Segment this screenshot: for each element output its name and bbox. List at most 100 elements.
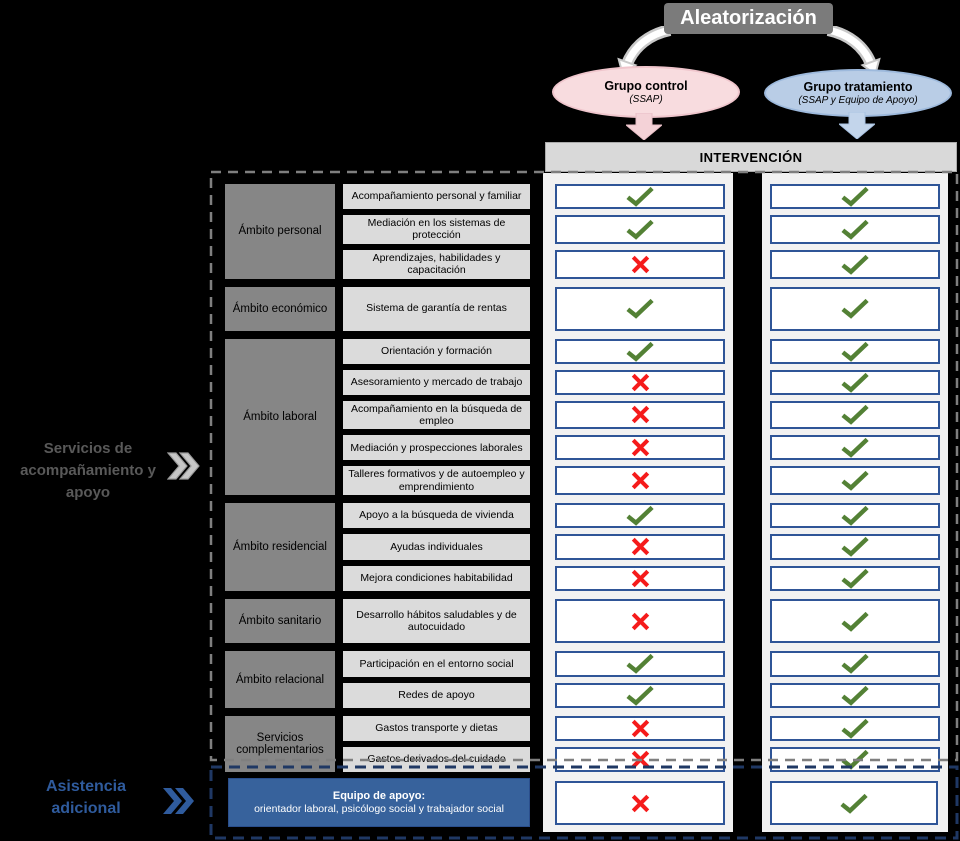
treatment-cell: [770, 400, 940, 430]
check-icon: [626, 219, 654, 240]
treatment-cell: [770, 466, 940, 495]
service-label-box: Gastos derivados del cuidado: [343, 747, 530, 772]
service-row: Participación en el entorno social: [343, 651, 940, 677]
service-label: Apoyo a la búsqueda de vivienda: [359, 509, 514, 522]
service-label-box: Redes de apoyo: [343, 682, 530, 708]
treatment-cell: [770, 651, 940, 677]
treatment-mark-box: [770, 369, 940, 395]
control-cell: [555, 534, 725, 560]
check-icon: [841, 372, 869, 393]
section-laboral: Ámbito laboral Orientación y formación Ase…: [225, 338, 940, 495]
treatment-group-subtitle: (SSAP y Equipo de Apoyo): [798, 94, 918, 106]
service-row: Redes de apoyo: [343, 682, 940, 708]
control-mark-box: [555, 747, 725, 772]
cross-icon: [631, 612, 649, 630]
control-mark-box: [555, 184, 725, 209]
treatment-cell: [770, 534, 940, 560]
check-icon: [841, 749, 869, 770]
treatment-mark-box: [770, 716, 940, 741]
service-label: Gastos derivados del cuidado: [367, 753, 506, 766]
check-icon: [841, 505, 869, 526]
control-cell: [555, 286, 725, 331]
treatment-mark-box: [770, 503, 940, 529]
service-row: Aprendizajes, habilidades y capacitación: [343, 249, 940, 279]
service-row: Gastos transporte y dietas: [343, 716, 940, 741]
service-row: Apoyo a la búsqueda de vivienda: [343, 503, 940, 529]
service-label-box: Gastos transporte y dietas: [343, 716, 530, 741]
category-label: Ámbito residencial: [233, 541, 327, 553]
check-icon: [841, 718, 869, 739]
section-residencial: Ámbito residencial Apoyo a la búsqueda de…: [225, 503, 940, 591]
treatment-mark-box: [770, 338, 940, 364]
treatment-mark-box: [770, 184, 940, 209]
control-mark-box: [555, 682, 725, 708]
service-row: Acompañamiento en la búsqueda de empleo: [343, 400, 940, 430]
services-side-label: Servicios de acompañamiento y apoyo: [20, 440, 156, 501]
service-label: Participación en el entorno social: [359, 657, 514, 670]
treatment-mark-box: [770, 747, 940, 772]
service-rows: Participación en el entorno social Redes …: [343, 651, 940, 708]
treatment-cell: [770, 369, 940, 395]
service-row: Desarrollo hábitos saludables y de autoc…: [343, 599, 940, 643]
service-label-box: Sistema de garantía de rentas: [343, 286, 530, 331]
service-rows: Apoyo a la búsqueda de vivienda Ayudas in…: [343, 503, 940, 591]
support-team-title: Equipo de apoyo:: [332, 789, 426, 802]
control-cell: [555, 338, 725, 364]
treatment-cell: [770, 565, 940, 591]
service-row: Mejora condiciones habitabilidad: [343, 565, 940, 591]
control-mark-box: [555, 716, 725, 741]
control-cell: [555, 747, 725, 772]
service-label: Redes de apoyo: [398, 689, 475, 702]
treatment-mark-box: [770, 599, 940, 643]
service-row: Talleres formativos y de autoempleo y em…: [343, 466, 940, 495]
support-control-mark-box: [555, 781, 725, 825]
treatment-mark-box: [770, 466, 940, 495]
service-rows: Desarrollo hábitos saludables y de autoc…: [343, 599, 940, 643]
treatment-mark-box: [770, 249, 940, 279]
category-box: Ámbito residencial: [225, 503, 335, 591]
check-icon: [841, 685, 869, 706]
cross-icon: [631, 750, 649, 769]
check-icon: [626, 298, 654, 319]
check-icon: [626, 341, 654, 362]
section-complementarios: Servicios complementarios Gastos transpor…: [225, 716, 940, 772]
control-mark-box: [555, 534, 725, 560]
control-mark-box: [555, 503, 725, 529]
support-team-box: Equipo de apoyo: orientador laboral, psi…: [228, 778, 530, 827]
service-rows: Gastos transporte y dietas Gastos derivad…: [343, 716, 940, 772]
check-icon: [626, 186, 654, 207]
category-label: Ámbito sanitario: [238, 615, 322, 627]
treatment-mark-box: [770, 534, 940, 560]
control-cell: [555, 503, 725, 529]
section-personal: Ámbito personal Acompañamiento personal y…: [225, 184, 940, 279]
control-mark-box: [555, 249, 725, 279]
service-label-box: Apoyo a la búsqueda de vivienda: [343, 503, 530, 529]
service-label-box: Desarrollo hábitos saludables y de autoc…: [343, 599, 530, 643]
treatment-cell: [770, 338, 940, 364]
service-label: Acompañamiento en la búsqueda de empleo: [350, 402, 523, 427]
control-cell: [555, 599, 725, 643]
cross-icon: [631, 538, 649, 556]
treatment-cell: [770, 215, 940, 244]
category-box: Ámbito económico: [225, 286, 335, 331]
control-group-subtitle: (SSAP): [629, 93, 663, 105]
service-label: Talleres formativos y de autoempleo y em…: [348, 468, 525, 493]
control-flow-arrow-icon: [626, 113, 662, 140]
services-chevron-icon: [167, 452, 200, 480]
treatment-cell: [770, 599, 940, 643]
treatment-cell: [770, 184, 940, 209]
category-label: Ámbito económico: [232, 302, 328, 315]
treatment-cell: [770, 435, 940, 461]
section-sanitario: Ámbito sanitario Desarrollo hábitos salud…: [225, 599, 940, 643]
section-relacional: Ámbito relacional Participación en el ent…: [225, 651, 940, 708]
category-box: Ámbito sanitario: [225, 599, 335, 643]
treatment-mark-box: [770, 435, 940, 461]
treatment-cell: [770, 747, 940, 772]
control-cell: [555, 400, 725, 430]
check-icon: [841, 219, 869, 240]
service-label-box: Asesoramiento y mercado de trabajo: [343, 369, 530, 395]
service-label: Orientación y formación: [381, 344, 492, 357]
service-rows: Orientación y formación Asesoramiento y m…: [343, 338, 940, 495]
control-mark-box: [555, 565, 725, 591]
